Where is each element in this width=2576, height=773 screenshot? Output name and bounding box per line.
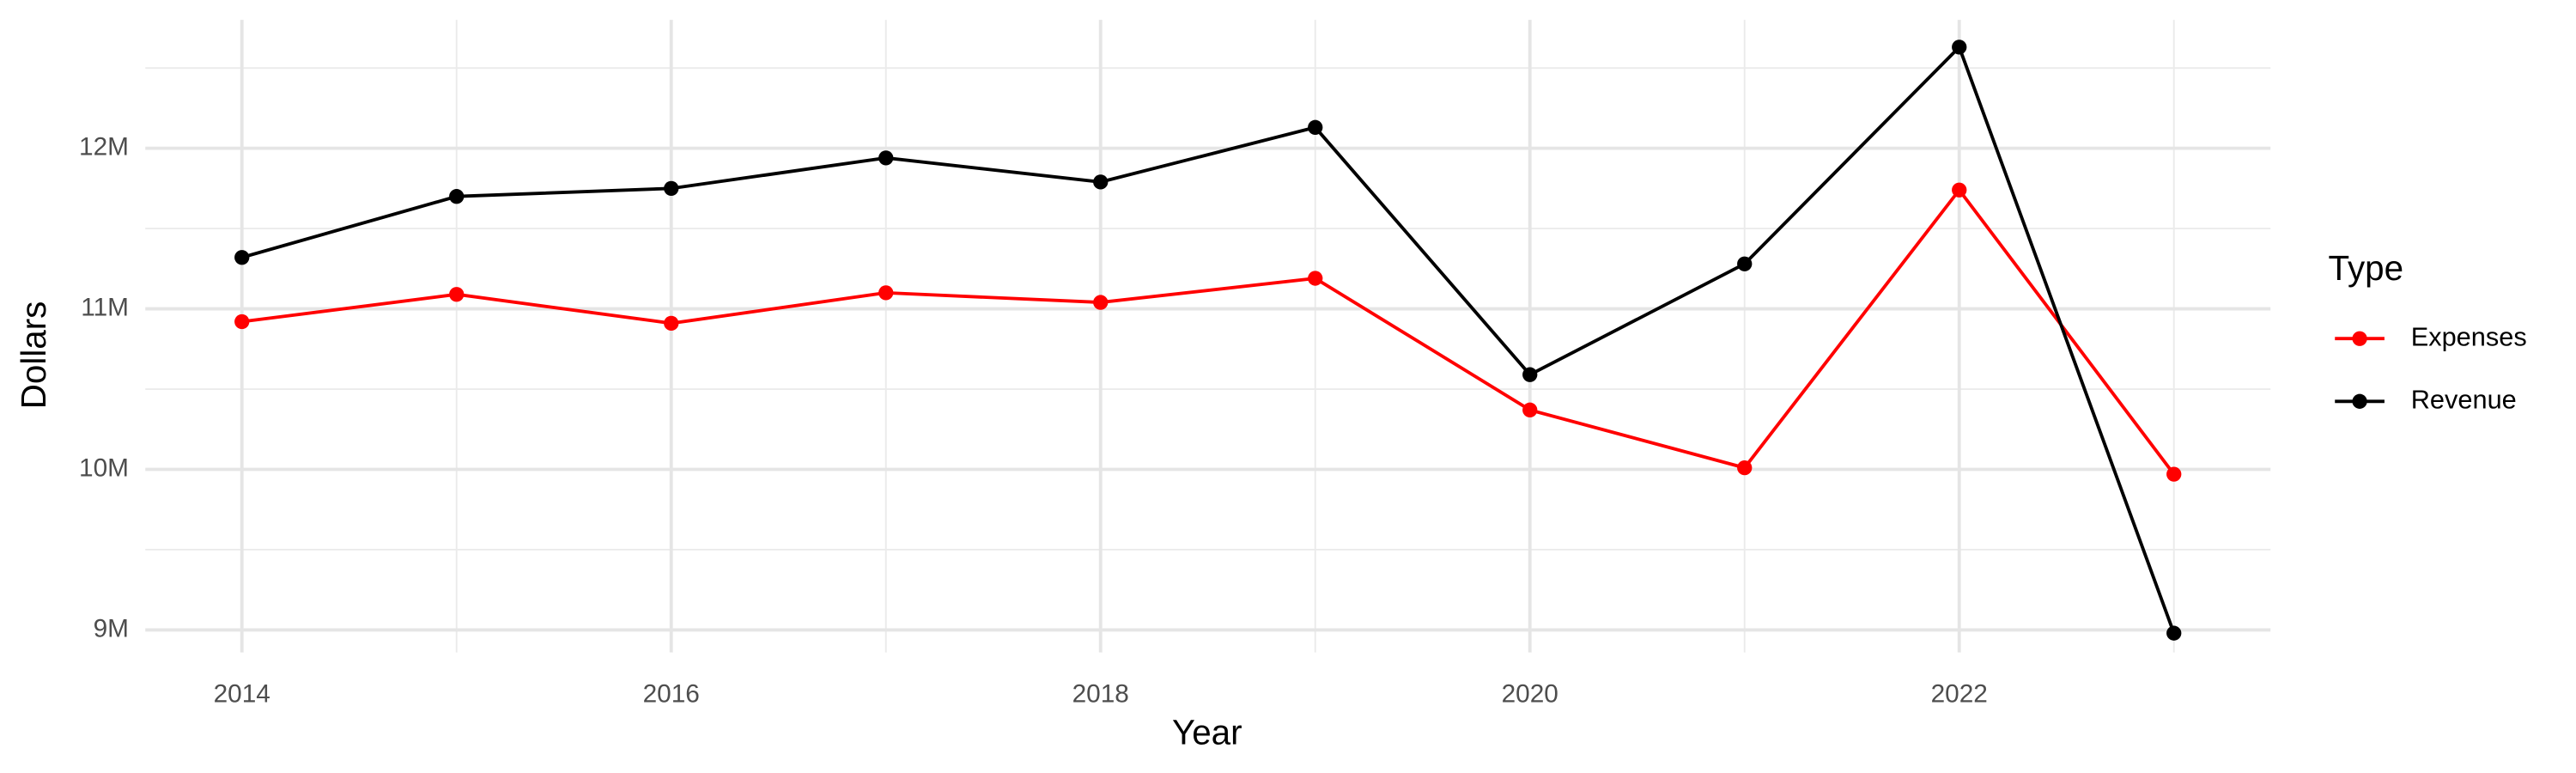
data-point <box>449 189 465 204</box>
data-point <box>1952 182 1967 198</box>
data-point <box>234 313 250 330</box>
series-line <box>241 187 2176 476</box>
data-point <box>449 287 465 302</box>
x-tick-label: 2016 <box>643 679 700 708</box>
data-point <box>878 285 894 301</box>
y-tick-label: 10M <box>79 453 129 482</box>
data-point <box>2166 625 2182 641</box>
series-line <box>241 44 2176 634</box>
x-tick-label: 2020 <box>1502 679 1558 708</box>
y-tick-label: 12M <box>79 133 129 161</box>
x-axis-title: Year <box>1172 712 1242 752</box>
x-tick-label: 2018 <box>1072 679 1129 708</box>
data-point <box>1308 119 1323 135</box>
y-axis-title: Dollars <box>14 301 53 410</box>
x-tick-label: 2022 <box>1931 679 1988 708</box>
data-point <box>664 315 679 332</box>
data-point <box>234 250 250 265</box>
data-point <box>1737 460 1753 476</box>
grid <box>145 20 2271 653</box>
data-point <box>1952 40 1967 55</box>
data-point <box>2166 466 2182 482</box>
data-point <box>1522 367 1538 382</box>
data-point <box>1737 256 1753 271</box>
data-point <box>1522 402 1538 417</box>
legend-label: Expenses <box>2411 321 2527 351</box>
data-point <box>1093 295 1109 310</box>
data-point <box>878 150 894 166</box>
y-tick-label: 11M <box>81 293 129 321</box>
legend-key-point <box>2352 393 2367 409</box>
data-point <box>664 180 679 197</box>
data-point <box>1093 174 1109 190</box>
y-tick-label: 9M <box>94 614 129 642</box>
x-tick-label: 2014 <box>214 679 270 708</box>
legend-title: Type <box>2329 248 2404 288</box>
legend-label: Revenue <box>2411 384 2517 414</box>
data-point <box>1308 271 1323 286</box>
legend-key-point <box>2352 331 2367 346</box>
